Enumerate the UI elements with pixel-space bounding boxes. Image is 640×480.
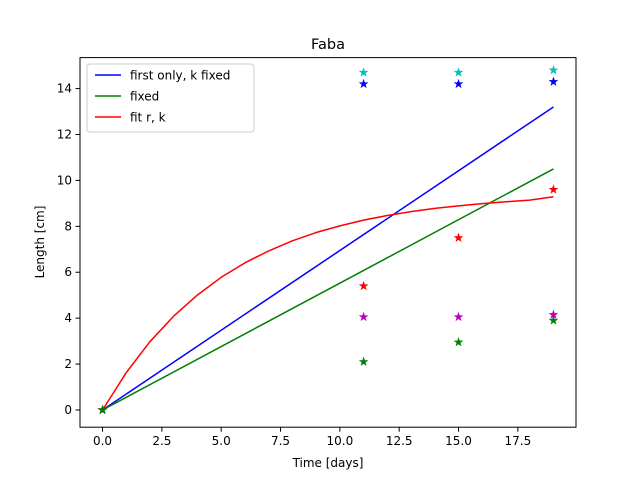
chart-title: Faba [311, 37, 345, 53]
data-point [453, 67, 464, 77]
x-tick-label: 10.0 [327, 434, 354, 448]
x-tick-label: 15.0 [445, 434, 472, 448]
legend-box [86, 63, 255, 133]
y-tick-label: 8 [64, 219, 72, 233]
x-tick-label: 5.0 [212, 434, 231, 448]
data-point [453, 78, 464, 89]
legend-label-2: fixed [130, 89, 159, 103]
x-tick-label: 12.5 [386, 434, 413, 448]
series-line-1 [102, 106, 554, 411]
y-tick-label: 6 [64, 265, 72, 279]
axis-ticks: 0.0 2.5 5.0 7.5 10.0 12.5 15.0 17.5 0 2 4 6 8 10 12 14 [57, 82, 531, 449]
data-point [548, 184, 559, 194]
y-tick-label: 0 [64, 403, 72, 417]
series-line-2 [102, 168, 554, 411]
y-tick-label: 2 [64, 357, 72, 371]
x-axis-label: Time [days] [292, 456, 364, 470]
legend: first only, k fixed fixed fit r, k [86, 63, 255, 133]
y-tick-label: 12 [57, 128, 72, 142]
x-tick-label: 0.0 [93, 434, 112, 448]
data-point [548, 65, 559, 75]
data-point [358, 311, 369, 322]
y-tick-label: 10 [57, 173, 72, 187]
plot-frame [79, 57, 577, 428]
data-point [453, 337, 464, 347]
data-point [358, 280, 369, 291]
y-tick-label: 14 [57, 82, 72, 96]
data-point [453, 232, 464, 242]
data-point [548, 315, 559, 325]
data-point [358, 67, 369, 77]
legend-label-1: first only, k fixed [130, 68, 230, 82]
x-tick-label: 7.5 [271, 434, 290, 448]
y-tick-label: 4 [64, 311, 72, 325]
data-point [358, 78, 369, 89]
data-point [548, 76, 559, 86]
y-axis-label: Length [cm] [33, 206, 47, 279]
x-tick-label: 17.5 [504, 434, 531, 448]
data-point [358, 356, 369, 366]
plot-area [97, 65, 559, 415]
series-line-3 [101, 195, 554, 411]
legend-label-3: fit r, k [130, 110, 166, 124]
x-tick-label: 2.5 [152, 434, 171, 448]
data-point [453, 311, 464, 322]
data-point [97, 404, 108, 415]
